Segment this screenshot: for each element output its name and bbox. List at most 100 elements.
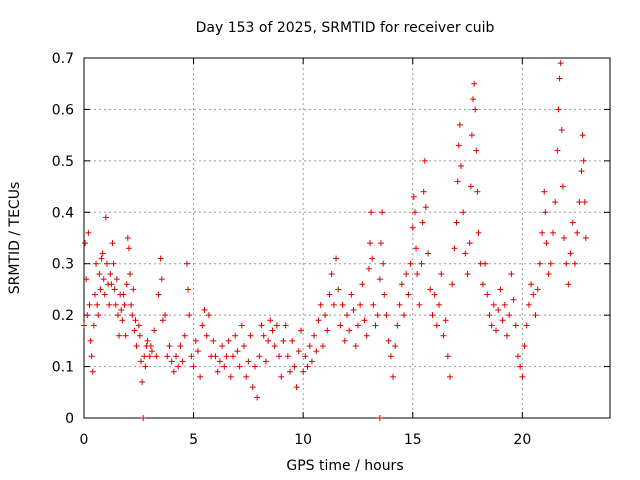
data-point [107,271,114,277]
data-point [131,327,138,334]
data-point [380,260,387,267]
data-point [265,337,272,344]
data-point [151,327,158,334]
data-point [89,368,96,375]
data-point [367,240,374,247]
data-point [186,312,193,319]
data-point [129,312,136,319]
data-point [396,301,403,308]
data-point [468,132,475,139]
data-point [276,353,283,360]
data-point [108,281,115,288]
y-tick-label: 0.6 [52,102,74,118]
data-point [210,337,217,344]
data-point [113,276,120,283]
data-point [471,80,478,87]
data-point [98,255,105,262]
data-point [135,322,142,329]
data-point [543,240,550,247]
data-point [308,358,315,365]
data-point [236,363,243,370]
data-point [123,281,130,288]
data-point [293,384,300,391]
data-point [324,327,331,334]
data-point [249,384,256,391]
data-point [534,286,541,293]
data-point [449,281,456,288]
data-point [164,353,171,360]
data-point [119,317,126,324]
data-point [247,332,254,339]
data-point [451,245,458,252]
data-point [467,183,474,190]
data-point [339,301,346,308]
data-point [370,301,377,308]
x-axis-label: GPS time / hours [286,458,403,474]
data-point [188,353,195,360]
data-point [530,291,537,298]
data-point [147,343,154,349]
data-point [127,271,134,277]
data-point [418,260,425,267]
data-point [348,291,355,298]
data-point [146,353,153,360]
data-point [157,255,164,262]
data-point [93,260,100,267]
data-point [260,332,267,339]
y-tick-label: 0.7 [52,51,74,67]
data-point [297,327,304,334]
data-point [416,301,423,308]
data-point [112,301,119,308]
data-point [214,368,221,375]
data-point [460,209,467,216]
data-point [94,301,101,308]
data-point [284,353,291,360]
data-point [438,271,445,277]
data-point [280,337,287,344]
data-point [114,312,121,319]
data-point [175,363,182,370]
data-point [431,291,438,298]
data-point [125,245,132,252]
data-point [245,358,252,365]
data-point [102,214,109,221]
data-point [185,286,192,293]
data-point [488,322,495,329]
data-point [411,209,418,216]
data-point [120,291,127,298]
data-point [454,178,461,185]
data-point [554,147,561,154]
data-point [403,271,410,277]
data-point [300,368,307,375]
data-point [116,332,123,339]
data-point [582,235,589,241]
data-point [240,343,247,349]
data-point [414,271,421,277]
data-point [547,260,554,267]
data-point [111,286,118,293]
data-point [429,312,436,319]
data-point [578,168,585,175]
data-point [473,147,480,154]
data-point [385,337,392,344]
data-point [567,250,574,257]
data-point [503,332,510,339]
data-point [223,353,230,360]
data-point [381,291,388,298]
data-point [420,188,427,195]
x-tick-label: 20 [513,432,531,448]
data-point [97,286,104,293]
data-point [550,229,557,236]
data-point [541,188,548,195]
data-point [559,183,566,190]
data-point [387,353,394,360]
data-point [190,363,197,370]
data-point [322,312,329,319]
data-point [433,322,440,329]
data-point [455,142,462,149]
data-point [173,353,180,360]
data-point [82,240,89,247]
data-point [234,348,241,355]
data-point [140,415,147,421]
